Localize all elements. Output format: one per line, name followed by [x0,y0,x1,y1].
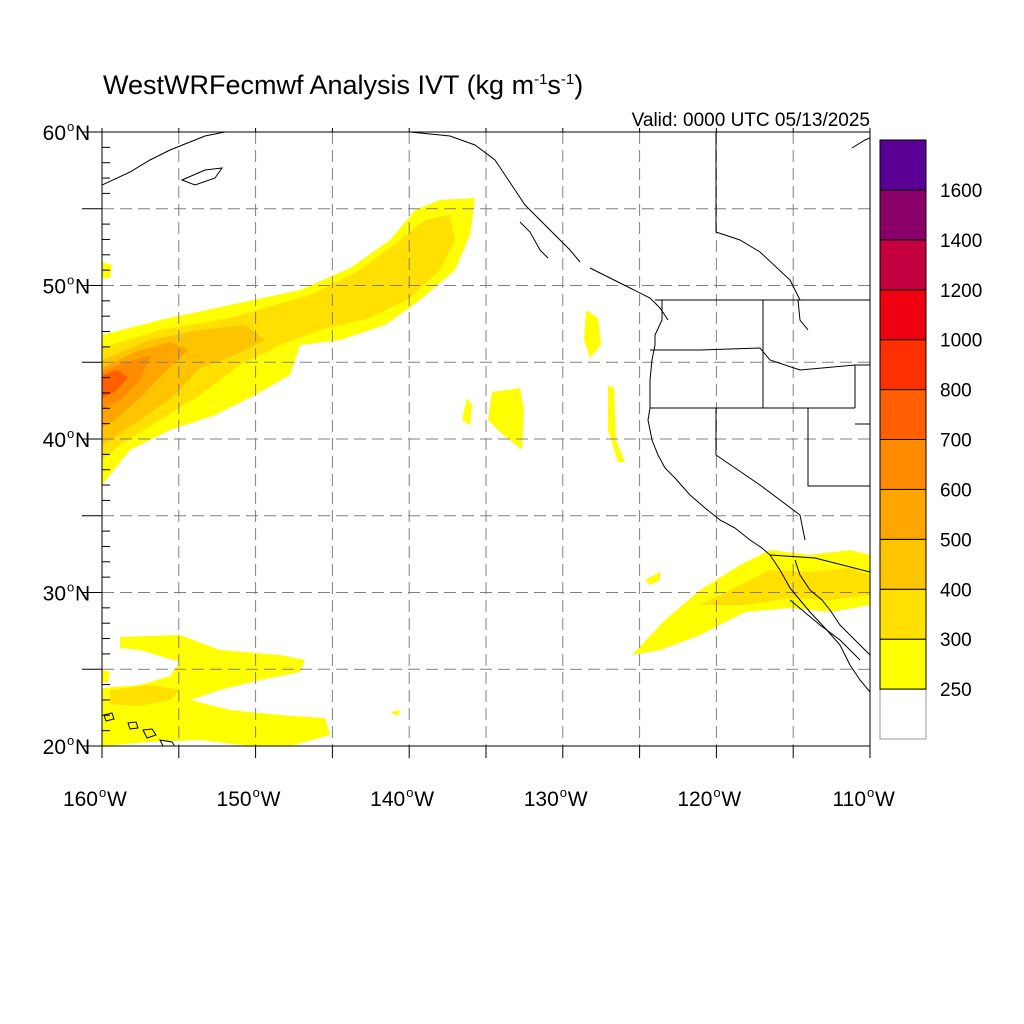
colorbar-swatch [879,139,927,191]
colorbar-level-label: 500 [940,530,972,551]
colorbar-level-label: 700 [940,431,972,452]
colorbar-level-label: 300 [940,630,972,651]
lat-label: 20 [43,736,66,759]
colorbar-swatch [879,239,927,291]
graticule [102,132,870,746]
lon-label: 110 [833,788,866,811]
colorbar-swatch [879,389,927,441]
lat-degree-symbol: o [67,119,74,134]
lat-label: 40 [43,429,66,452]
ivt-plume-600 [102,356,150,410]
colorbar-swatch [879,688,927,740]
colorbar-swatch [879,588,927,640]
lat-hemisphere: N [75,122,90,145]
latitude-labels: 60 o N50 o N40 o N30 o N20 o N [43,119,91,759]
lon-degree-symbol: o [99,785,106,800]
map-title: WestWRFecmwf Analysis IVT (kg m-1s-1) [103,70,584,100]
lat-degree-symbol: o [67,733,74,748]
lon-degree-symbol: o [253,785,260,800]
lon-label: 140 [370,788,405,811]
lon-hemisphere: W [107,788,127,811]
colorbar-swatch [879,488,927,540]
axis-ticks [82,128,871,758]
lon-hemisphere: W [261,788,281,811]
lon-label: 160 [63,788,98,811]
ivt-shading [102,198,870,746]
lat-label: 60 [43,122,66,145]
valid-time: Valid: 0000 UTC 05/13/2025 [631,110,870,131]
colorbar-swatch [879,189,927,241]
lat-hemisphere: N [75,429,90,452]
lon-hemisphere: W [721,788,741,811]
lon-degree-symbol: o [560,785,567,800]
lat-degree-symbol: o [67,273,74,288]
colorbar-level-label: 1400 [940,231,982,252]
lat-degree-symbol: o [67,426,74,441]
lat-hemisphere: N [75,736,90,759]
lon-hemisphere: W [875,788,895,811]
longitude-labels: 160 o W 150 o W 140 o W 130 o W 120 o W 110 o W [63,785,895,811]
colorbar: 250 300 400 500 600 700 800 1000 1200 1400 1600 [879,139,982,740]
lon-label: 150 [217,788,252,811]
colorbar-level-label: 250 [940,680,972,701]
colorbar-level-label: 600 [940,480,972,501]
colorbar-swatch [879,538,927,590]
colorbar-level-label: 400 [940,580,972,601]
lat-label: 30 [43,583,66,606]
lon-degree-symbol: o [406,785,413,800]
state-borders [650,132,870,661]
lat-label: 50 [43,276,66,299]
lon-degree-symbol: o [713,785,720,800]
colorbar-level-label: 1000 [940,331,982,352]
ivt-plume-300 [102,215,455,460]
colorbar-swatch [879,439,927,490]
coastlines [102,132,870,746]
lat-hemisphere: N [75,276,90,299]
lat-hemisphere: N [75,583,90,606]
lon-hemisphere: W [568,788,588,811]
lon-label: 130 [524,788,559,811]
colorbar-level-label: 1200 [940,281,982,302]
colorbar-swatch [879,638,927,690]
lon-hemisphere: W [414,788,434,811]
lon-degree-symbol: o [867,785,874,800]
colorbar-swatch [879,339,927,391]
ivt-plume-700 [102,370,128,398]
colorbar-level-label: 1600 [940,181,982,202]
lon-label: 120 [677,788,712,811]
lat-degree-symbol: o [67,580,74,595]
colorbar-level-label: 800 [940,381,972,402]
colorbar-swatch [879,289,927,341]
